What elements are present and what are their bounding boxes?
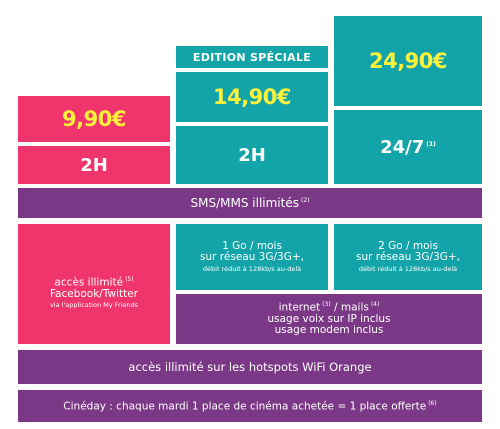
data-mid-sub: débit réduit à 128kb/s au-delà xyxy=(202,265,302,274)
edition-speciale-label: EDITION SPÉCIALE xyxy=(192,50,312,64)
data-mid-line2: sur réseau 3G/3G+, xyxy=(200,251,304,264)
sms-text: SMS/MMS illimités (2) xyxy=(190,196,310,210)
data-high-line2: sur réseau 3G/3G+, xyxy=(356,251,460,264)
social-line1: accès illimité (5) xyxy=(54,276,134,289)
plan-mid-duration-box: 2H xyxy=(176,126,328,184)
cineday-text: Cinéday : chaque mardi 1 place de cinéma… xyxy=(63,399,437,413)
data-high-sub: débit réduit à 128kb/s au-delà xyxy=(358,265,458,274)
plan-high-duration: 24/7 (1) xyxy=(380,136,436,158)
sms-row: SMS/MMS illimités (2) xyxy=(18,188,482,218)
plan-high-price-box: 24,90€ xyxy=(334,16,482,106)
wifi-text: accès illimité sur les hotspots WiFi Ora… xyxy=(128,360,372,374)
data-mid-line1: 1 Go / mois xyxy=(222,240,282,253)
plan-low-price-box: 9,90€ xyxy=(18,96,170,142)
plan-mid-price-box: 14,90€ xyxy=(176,72,328,122)
plan-low-duration: 2H xyxy=(80,154,108,176)
social-sub: via l'application My Friends xyxy=(49,300,139,309)
plan-high-duration-box: 24/7 (1) xyxy=(334,110,482,184)
social-line2: Facebook/Twitter xyxy=(49,287,139,300)
internet-box: internet (3) / mails (4) usage voix sur IP… xyxy=(176,294,482,344)
footnote-1: (1) xyxy=(426,140,436,148)
internet-line2: usage voix sur IP inclus xyxy=(267,312,391,325)
footnote-6: (6) xyxy=(428,399,437,407)
cineday-row: Cinéday : chaque mardi 1 place de cinéma… xyxy=(18,390,482,422)
data-high-line1: 2 Go / mois xyxy=(378,240,438,253)
plan-mid-price: 14,90€ xyxy=(212,85,292,109)
footnote-4: (4) xyxy=(370,301,380,309)
internet-line3: usage modem inclus xyxy=(274,323,384,336)
wifi-row: accès illimité sur les hotspots WiFi Ora… xyxy=(18,350,482,384)
footnote-5: (5) xyxy=(125,276,134,284)
footnote-2: (2) xyxy=(300,197,310,204)
plan-high-price: 24,90€ xyxy=(368,49,448,73)
social-box: accès illimité (5) Facebook/Twitter via l… xyxy=(18,224,170,344)
data-high-box: 2 Go / mois sur réseau 3G/3G+, débit réd… xyxy=(334,224,482,290)
data-mid-box: 1 Go / mois sur réseau 3G/3G+, débit réd… xyxy=(176,224,328,290)
plan-mid-duration: 2H xyxy=(238,144,266,166)
internet-line1: internet (3) / mails (4) xyxy=(278,301,380,314)
plan-low-price: 9,90€ xyxy=(62,107,126,131)
plan-low-duration-box: 2H xyxy=(18,146,170,184)
plan-mid-badge: EDITION SPÉCIALE xyxy=(176,46,328,68)
footnote-3: (3) xyxy=(322,301,331,309)
